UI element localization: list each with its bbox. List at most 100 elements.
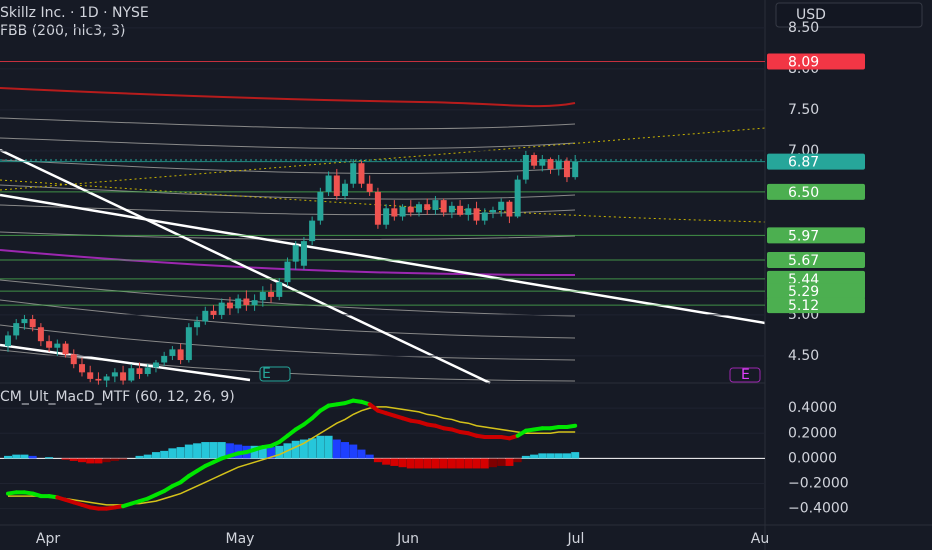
price-tag-label: 5.67 xyxy=(788,253,819,269)
histogram-bar xyxy=(332,439,341,459)
candle-body xyxy=(465,208,472,215)
histogram-bar xyxy=(176,447,185,459)
candle-body xyxy=(70,354,77,365)
y-tick-label: 7.50 xyxy=(788,102,819,118)
histogram-bar xyxy=(217,442,226,459)
macd-line xyxy=(564,423,578,429)
histogram-bar xyxy=(398,458,407,468)
y-tick-label: 0.4000 xyxy=(788,400,837,416)
candle-body xyxy=(177,349,184,361)
candle-body xyxy=(161,355,168,363)
event-letter: E xyxy=(741,367,750,383)
chart-title: Skillz Inc. · 1D · NYSE xyxy=(0,5,149,21)
price-tag-label: 8.09 xyxy=(788,55,819,71)
y-tick-label: 0.0000 xyxy=(788,450,837,466)
histogram-bar xyxy=(447,458,456,469)
event-icon[interactable] xyxy=(729,367,761,383)
event-letter: E xyxy=(262,366,271,382)
candle-body xyxy=(37,327,44,342)
histogram-bar xyxy=(184,444,193,459)
candle-body xyxy=(243,298,250,306)
price-tag xyxy=(767,153,865,170)
candle-body xyxy=(194,321,201,328)
price-tag xyxy=(767,270,865,287)
candle-body xyxy=(457,205,464,215)
trend-line xyxy=(0,148,491,385)
histogram-bar xyxy=(456,458,465,469)
candle-body xyxy=(185,327,192,361)
signal-line xyxy=(8,406,576,506)
candle-body xyxy=(103,376,110,381)
histogram-bar xyxy=(45,457,54,459)
indicator-label: CM_Ult_MacD_MTF (60, 12, 26, 9) xyxy=(0,389,235,405)
candle-body xyxy=(62,343,69,355)
histogram-bar xyxy=(201,442,210,459)
y-tick-label: −0.4000 xyxy=(788,501,849,517)
histogram-bar xyxy=(119,458,128,460)
candle-body xyxy=(54,343,61,348)
histogram-bar xyxy=(168,448,177,459)
histogram-bar xyxy=(538,453,547,459)
candle-body xyxy=(300,241,307,266)
histogram-bar xyxy=(110,458,119,461)
histogram-bar xyxy=(193,443,202,459)
trend-line xyxy=(0,343,251,382)
histogram-bar xyxy=(472,458,481,469)
y-tick-label: −0.2000 xyxy=(788,476,849,492)
candle-body xyxy=(358,163,365,184)
candle-body xyxy=(87,372,94,379)
histogram-bar xyxy=(488,458,497,468)
price-tag-label: 5.12 xyxy=(788,298,819,314)
candle-body xyxy=(555,160,562,169)
currency: USD xyxy=(796,7,826,23)
candle-body xyxy=(284,261,291,283)
histogram-bar xyxy=(151,452,160,459)
price-tag xyxy=(767,251,865,268)
price-tag-label: 6.87 xyxy=(788,155,819,171)
histogram-bar xyxy=(341,442,350,459)
event-icon[interactable] xyxy=(259,366,291,382)
x-tick-label: Jul xyxy=(567,531,585,547)
candle-body xyxy=(128,368,135,381)
histogram-bar xyxy=(267,447,276,459)
histogram-bar xyxy=(373,458,382,463)
candle-body xyxy=(391,208,398,217)
x-tick-label: Apr xyxy=(36,531,60,547)
x-tick-label: Jun xyxy=(396,531,419,547)
candle-body xyxy=(572,161,579,178)
candle-body xyxy=(29,319,36,328)
histogram-bar xyxy=(94,458,103,464)
y-tick-label: 4.50 xyxy=(788,348,819,364)
candle-body xyxy=(481,212,488,221)
candle-body xyxy=(5,335,11,347)
upper-band xyxy=(0,87,576,108)
y-tick-label: 8.50 xyxy=(788,20,819,36)
band xyxy=(0,279,576,317)
currency-button[interactable] xyxy=(775,2,923,28)
candle-body xyxy=(531,155,538,166)
histogram-bar xyxy=(61,458,70,460)
candle-body xyxy=(399,206,406,217)
histogram-bar xyxy=(423,458,432,469)
candle-body xyxy=(276,282,283,297)
histogram-bar xyxy=(415,458,423,469)
price-tag xyxy=(767,283,865,300)
histogram-bar xyxy=(562,453,571,459)
candle-body xyxy=(514,179,521,217)
price-tag-label: 6.50 xyxy=(788,185,819,201)
dotted-line xyxy=(0,179,766,223)
candle-body xyxy=(383,208,390,225)
candle-body xyxy=(424,204,431,210)
histogram-bar xyxy=(497,458,506,466)
band xyxy=(0,117,576,130)
candle-body xyxy=(235,298,242,309)
histogram-bar xyxy=(250,445,259,459)
histogram-bar xyxy=(464,458,473,469)
candle-body xyxy=(169,349,176,356)
candle-body xyxy=(342,183,349,197)
candle-body xyxy=(202,310,209,322)
trend-line xyxy=(0,193,766,325)
histogram-bar xyxy=(299,439,308,459)
histogram-bar xyxy=(20,454,29,459)
